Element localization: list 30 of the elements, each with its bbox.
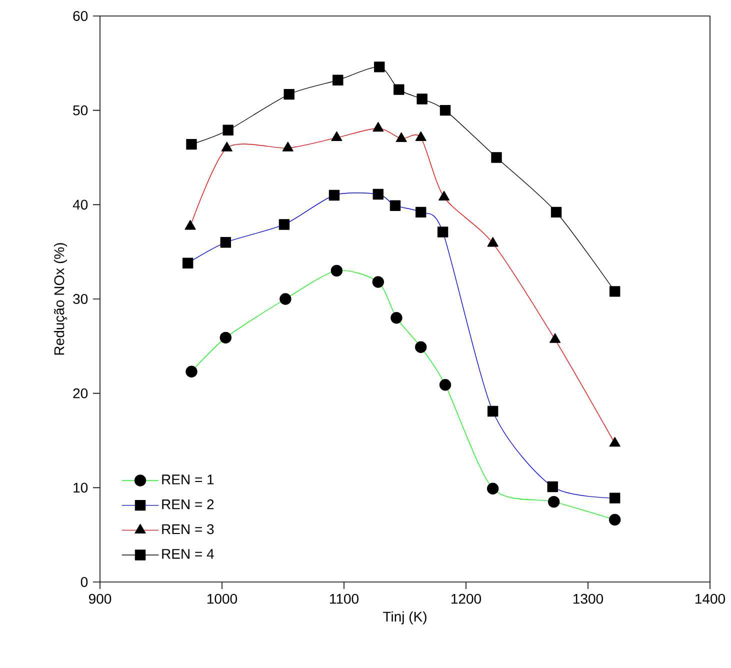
y-tick-label: 0 [80, 577, 88, 587]
y-tick-label: 20 [73, 388, 88, 398]
y-tick-label: 50 [73, 105, 88, 116]
point [440, 104, 451, 116]
point [186, 138, 197, 150]
point [550, 206, 562, 218]
point [394, 84, 404, 95]
point [284, 88, 294, 100]
x-tick-label: 1200 [451, 594, 482, 604]
x-tick-label: 1300 [573, 594, 604, 604]
y-tick-label: 30 [73, 294, 88, 304]
legend-label: REN = 2 [162, 499, 214, 510]
y-tick-label: 40 [72, 200, 88, 210]
x-axis-title: Tinj (K) [383, 611, 426, 624]
point [491, 152, 502, 163]
point [222, 124, 234, 136]
x-tick-label: 1000 [207, 594, 238, 604]
legend-label: REN = 1 [162, 474, 214, 484]
x-tick-label: 1100 [330, 594, 358, 604]
x-tick-label: 1400 [695, 594, 726, 604]
legend-label: REN = 4 [162, 549, 214, 559]
y-axis-title: Redução NOx (%) [54, 243, 68, 355]
point [416, 94, 428, 104]
y-tick-label: 10 [74, 482, 88, 493]
x-tick-label: 900 [88, 594, 112, 604]
point [374, 62, 385, 72]
y-tick-label: 60 [73, 11, 88, 21]
legend-label: REN = 3 [162, 524, 214, 534]
point [609, 286, 620, 297]
point [332, 74, 344, 86]
